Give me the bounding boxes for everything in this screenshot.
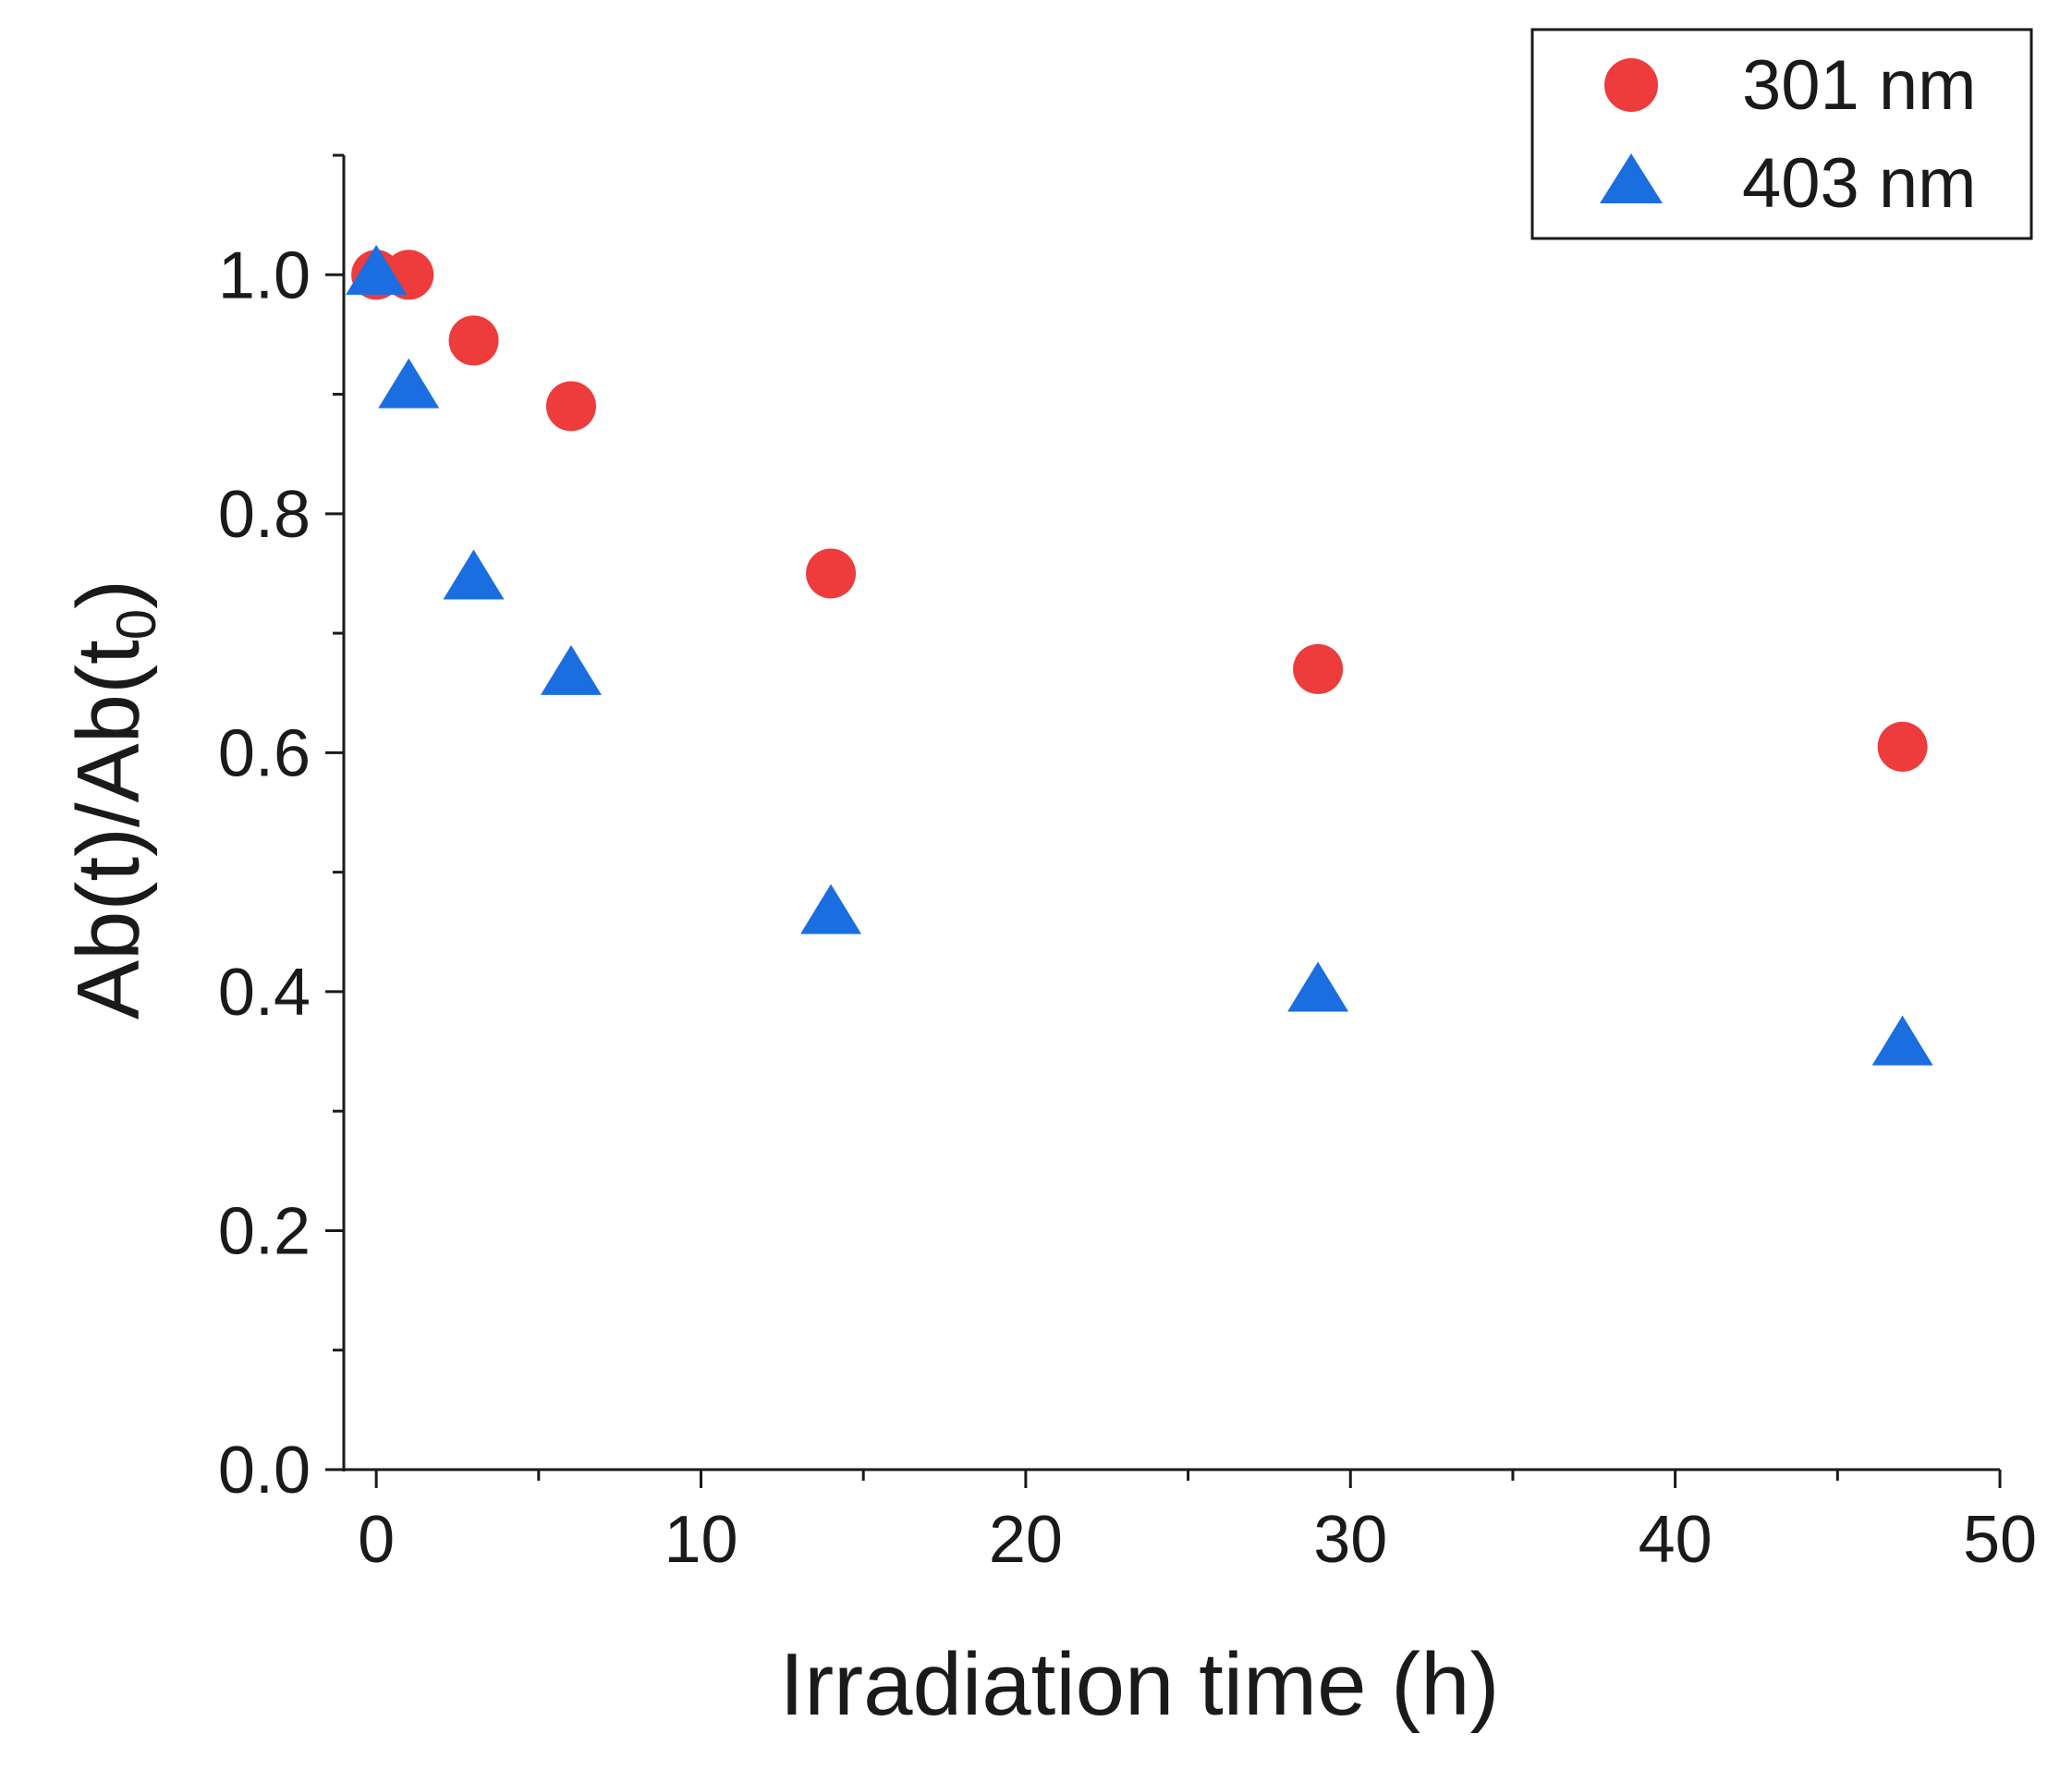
point-301-nm xyxy=(806,548,857,599)
y-tick-label: 0.8 xyxy=(218,478,311,552)
y-tick-label: 0.0 xyxy=(218,1434,311,1508)
point-403-nm xyxy=(1287,961,1349,1012)
y-tick-label: 0.6 xyxy=(218,716,311,790)
y-axis-title: Ab(t)/Ab(t0) xyxy=(59,580,167,1019)
legend-marker-301-nm xyxy=(1604,58,1658,112)
tick-labels: 0 10 20 30 40 50 0.0 0.2 0.4 0.6 0.8 1.0 xyxy=(218,238,2037,1577)
point-403-nm xyxy=(1871,1015,1933,1066)
legend-label-403-nm: 403 nm xyxy=(1742,144,1977,223)
x-tick-label: 50 xyxy=(1963,1503,2037,1577)
legend: 301 nm 403 nm xyxy=(1530,28,2033,240)
point-403-nm xyxy=(346,244,408,295)
data-marks xyxy=(346,244,1933,1066)
y-tick-label: 0.4 xyxy=(218,956,311,1030)
legend-marker-403-nm xyxy=(1600,153,1663,203)
y-tick-label: 0.2 xyxy=(218,1194,311,1268)
y-axis-title-close: ) xyxy=(59,580,158,609)
y-axis-title-subscript: 0 xyxy=(105,609,167,640)
point-301-nm xyxy=(448,315,499,366)
point-301-nm xyxy=(1293,643,1344,694)
legend-label-301-nm: 301 nm xyxy=(1742,46,1977,125)
ticks xyxy=(325,153,2002,1488)
x-tick-label: 20 xyxy=(989,1503,1063,1577)
point-403-nm xyxy=(378,358,440,409)
x-tick-label: 0 xyxy=(358,1503,395,1577)
y-axis-title-main: Ab(t)/Ab(t xyxy=(59,640,158,1019)
axes xyxy=(342,155,2000,1471)
x-tick-label: 10 xyxy=(664,1503,737,1577)
point-403-nm xyxy=(540,644,602,695)
point-403-nm xyxy=(800,884,862,934)
x-axis-title: Irradiation time (h) xyxy=(780,1635,1500,1734)
x-tick-label: 40 xyxy=(1639,1503,1712,1577)
y-tick-label: 1.0 xyxy=(218,238,311,312)
x-tick-label: 30 xyxy=(1313,1503,1387,1577)
point-403-nm xyxy=(443,549,505,600)
point-301-nm xyxy=(1877,721,1928,772)
point-301-nm xyxy=(545,381,596,432)
